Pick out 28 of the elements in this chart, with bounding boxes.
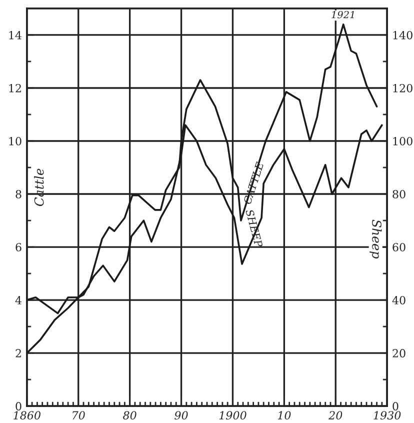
y-tick-label: 12 xyxy=(9,84,21,92)
y2-tick-label: 120 xyxy=(393,84,412,92)
y2-tick-label: 80 xyxy=(392,190,406,198)
y2-tick-label: 20 xyxy=(392,349,406,358)
y-tick-label: 0 xyxy=(16,402,22,410)
y-tick-label: 10 xyxy=(9,136,22,146)
annotation: 1921 xyxy=(332,10,354,18)
text: SHEEP xyxy=(245,208,263,248)
y-axis-title: Cattle xyxy=(34,168,44,206)
x-tick-label: 80 xyxy=(123,411,136,420)
y-tick-label: 2 xyxy=(16,349,21,358)
y-tick-label: 6 xyxy=(16,243,22,252)
y2-tick-label: 40 xyxy=(392,296,406,304)
y2-tick-label: 0 xyxy=(392,402,398,410)
y2-tick-label: 100 xyxy=(393,136,412,146)
y2-tick-label: 60 xyxy=(392,243,406,252)
x-tick-label: 1930 xyxy=(374,411,401,420)
x-tick-label: 70 xyxy=(72,411,85,420)
x-tick-label: 10 xyxy=(278,411,291,420)
x-tick-label: 1900 xyxy=(219,411,246,420)
y-tick-label: 4 xyxy=(15,296,22,304)
y2-tick-label: 140 xyxy=(393,30,412,40)
y-tick-label: 14 xyxy=(9,30,22,40)
x-tick-label: 1860 xyxy=(14,411,40,420)
y2-axis-title: Sheep xyxy=(370,220,382,258)
x-tick-label: 90 xyxy=(174,411,188,420)
y-tick-label: 8 xyxy=(16,190,22,198)
x-tick-label: 20 xyxy=(328,411,342,420)
